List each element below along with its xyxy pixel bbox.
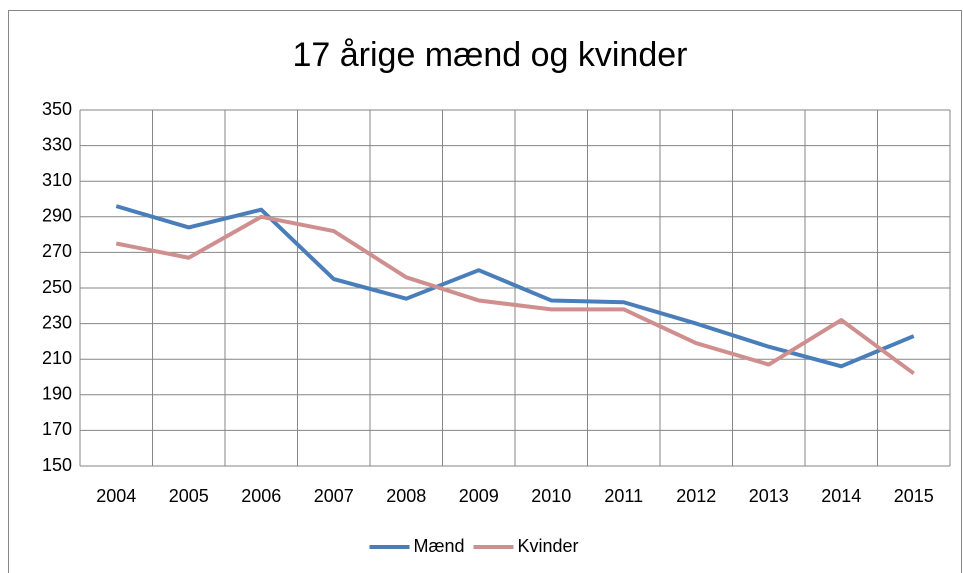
y-tick-label: 290 bbox=[42, 206, 72, 226]
y-tick-label: 210 bbox=[42, 348, 72, 368]
legend-label: Kvinder bbox=[518, 536, 579, 556]
y-tick-label: 170 bbox=[42, 419, 72, 439]
series-line bbox=[115, 214, 915, 376]
x-tick-label: 2011 bbox=[604, 486, 643, 506]
y-tick-label: 350 bbox=[42, 99, 72, 119]
y-tick-label: 190 bbox=[42, 384, 72, 404]
x-tick-label: 2008 bbox=[386, 486, 426, 506]
x-tick-label: 2010 bbox=[531, 486, 571, 506]
x-tick-label: 2013 bbox=[749, 486, 789, 506]
x-tick-label: 2007 bbox=[314, 486, 354, 506]
x-tick-label: 2015 bbox=[894, 486, 934, 506]
x-tick-label: 2004 bbox=[96, 486, 136, 506]
y-tick-label: 150 bbox=[42, 455, 72, 475]
y-tick-label: 310 bbox=[42, 170, 72, 190]
y-tick-label: 230 bbox=[42, 312, 72, 332]
x-tick-label: 2006 bbox=[241, 486, 281, 506]
y-tick-label: 330 bbox=[42, 134, 72, 154]
x-tick-label: 2012 bbox=[676, 486, 716, 506]
y-tick-label: 250 bbox=[42, 277, 72, 297]
chart-title: 17 årige mænd og kvinder bbox=[292, 36, 687, 74]
x-tick-label: 2009 bbox=[459, 486, 499, 506]
x-tick-label: 2014 bbox=[821, 486, 861, 506]
series-line bbox=[115, 204, 915, 369]
y-tick-label: 270 bbox=[42, 241, 72, 261]
legend-label: Mænd bbox=[414, 536, 465, 556]
x-tick-label: 2005 bbox=[169, 486, 209, 506]
chart-frame bbox=[8, 10, 962, 573]
